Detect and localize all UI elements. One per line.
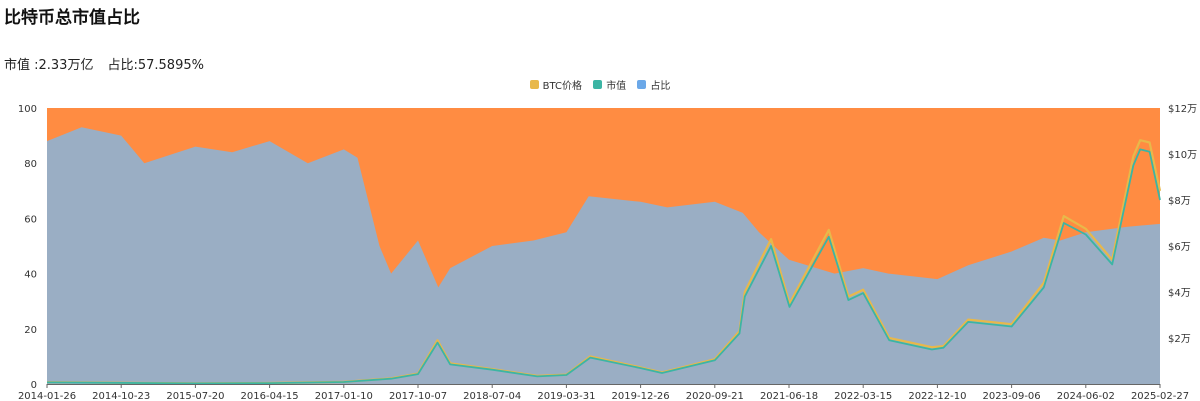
x-tick-label: 2019-12-26 (612, 391, 670, 401)
x-tick-label: 2023-09-06 (983, 391, 1041, 401)
y-right-tick-label: $12万 (1168, 104, 1197, 115)
x-tick-label: 2022-03-15 (834, 391, 892, 401)
dominance-value: 占比:57.5895% (107, 58, 204, 73)
chart-axes: 2014-01-26 2014-10-23 2015-07-20 2016-04-15… (18, 104, 1197, 401)
plot-area (46, 108, 1162, 385)
y-left-tick-label: 100 (18, 104, 37, 115)
y-right-tick-label: $8万 (1168, 196, 1191, 207)
x-tick-label: 2018-07-04 (463, 391, 521, 401)
legend-item-dominance[interactable]: 占比 (637, 77, 670, 92)
page-title: 比特币总市值占比 (4, 8, 140, 28)
x-tick-label: 2025-02-27 (1131, 391, 1189, 401)
legend-label-market-cap: 市值 (606, 81, 627, 92)
y-left-tick-label: 80 (24, 159, 37, 170)
legend-item-market-cap[interactable]: 市值 (593, 77, 626, 92)
x-tick-label: 2022-12-10 (908, 391, 966, 401)
market-cap-value: 市值 :2.33万亿 (4, 58, 94, 73)
y-right-tick-label: $2万 (1168, 334, 1191, 345)
x-tick-label: 2016-04-15 (241, 391, 299, 401)
x-tick-label: 2014-10-23 (92, 391, 150, 401)
x-tick-label: 2017-01-10 (315, 391, 373, 401)
x-tick-label: 2017-10-07 (389, 391, 447, 401)
x-tick-label: 2021-06-18 (760, 391, 818, 401)
y-right-tick-label: $10万 (1168, 150, 1197, 161)
y-left-tick-label: 0 (31, 380, 37, 391)
market-cap-line (46, 148, 1161, 385)
chart-legend: BTC价格 市值 占比 (0, 77, 1200, 92)
x-tick-label: 2024-06-02 (1057, 391, 1115, 401)
y-right-tick-label: $6万 (1168, 242, 1191, 253)
y-left-tick-label: 20 (24, 325, 37, 336)
dominance-area (47, 127, 1160, 385)
x-tick-label: 2019-03-31 (537, 391, 595, 401)
legend-item-btc-price[interactable]: BTC价格 (529, 77, 582, 92)
legend-swatch-market-cap (593, 80, 603, 89)
summary-line: 市值 :2.33万亿 占比:57.5895% (4, 54, 218, 73)
y-right-tick-label: $4万 (1168, 288, 1191, 299)
legend-swatch-btc-price (529, 80, 539, 89)
x-tick-label: 2014-01-26 (18, 391, 76, 401)
legend-swatch-dominance (637, 80, 647, 89)
y-left-tick-label: 60 (24, 214, 37, 225)
x-tick-label: 2020-09-21 (686, 391, 744, 401)
y-left-tick-label: 40 (24, 270, 37, 281)
legend-label-btc-price: BTC价格 (542, 81, 582, 92)
legend-label-dominance: 占比 (650, 81, 671, 92)
x-tick-label: 2015-07-20 (166, 391, 224, 401)
